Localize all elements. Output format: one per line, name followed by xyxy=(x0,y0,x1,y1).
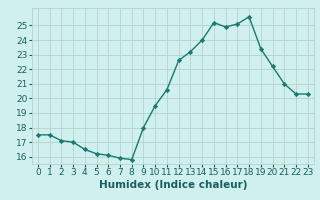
X-axis label: Humidex (Indice chaleur): Humidex (Indice chaleur) xyxy=(99,180,247,190)
